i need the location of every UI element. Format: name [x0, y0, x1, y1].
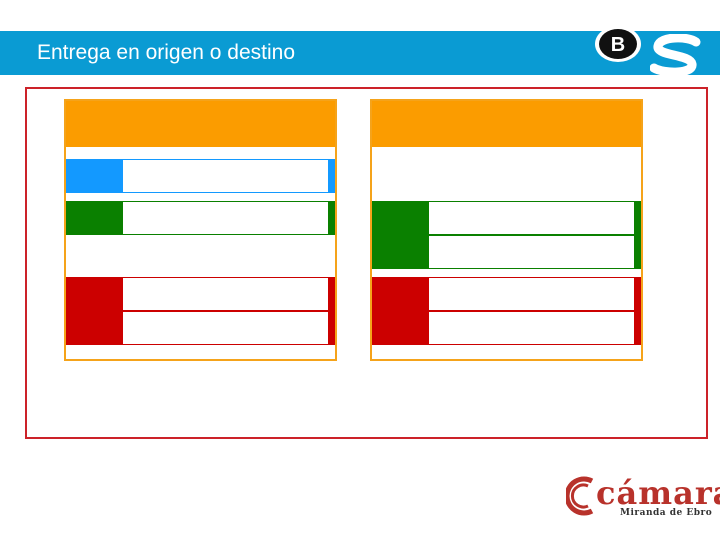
row-cell: [122, 311, 329, 345]
color-swatch: [66, 311, 122, 345]
svg-text:B: B: [611, 34, 625, 56]
row-edge: [329, 277, 335, 311]
camara-subtitle: Miranda de Ebro: [620, 508, 713, 518]
color-swatch: [66, 277, 122, 311]
left-row-red-1: [66, 277, 335, 311]
color-swatch: [66, 159, 122, 193]
row-edge: [635, 277, 641, 311]
left-row-green: [66, 201, 335, 235]
row-cell: [428, 201, 635, 235]
b-logo-icon: B: [595, 26, 641, 62]
row-edge: [329, 311, 335, 345]
left-panel: [64, 99, 337, 361]
row-cell: [122, 277, 329, 311]
right-panel: [370, 99, 643, 361]
right-panel-header: [372, 101, 641, 147]
color-swatch: [372, 235, 428, 269]
left-row-blue: [66, 159, 335, 193]
color-swatch: [372, 201, 428, 235]
row-cell: [122, 201, 329, 235]
row-cell: [428, 311, 635, 345]
row-cell: [428, 277, 635, 311]
content-frame: [25, 87, 708, 439]
row-edge: [329, 159, 335, 193]
row-edge: [635, 201, 641, 235]
color-swatch: [66, 201, 122, 235]
s-logo-icon: [650, 34, 701, 77]
row-cell: [122, 159, 329, 193]
row-cell: [428, 235, 635, 269]
left-panel-header: [66, 101, 335, 147]
row-edge: [635, 235, 641, 269]
color-swatch: [372, 277, 428, 311]
row-edge: [635, 311, 641, 345]
slide-title: Entrega en origen o destino: [37, 41, 296, 64]
right-row-green-2: [372, 235, 641, 269]
right-row-green-1: [372, 201, 641, 235]
left-row-red-2: [66, 311, 335, 345]
camara-logo-text: cámara: [596, 474, 720, 512]
row-edge: [329, 201, 335, 235]
right-row-red-2: [372, 311, 641, 345]
color-swatch: [372, 311, 428, 345]
camara-logo-icon: [566, 476, 594, 516]
right-row-red-1: [372, 277, 641, 311]
